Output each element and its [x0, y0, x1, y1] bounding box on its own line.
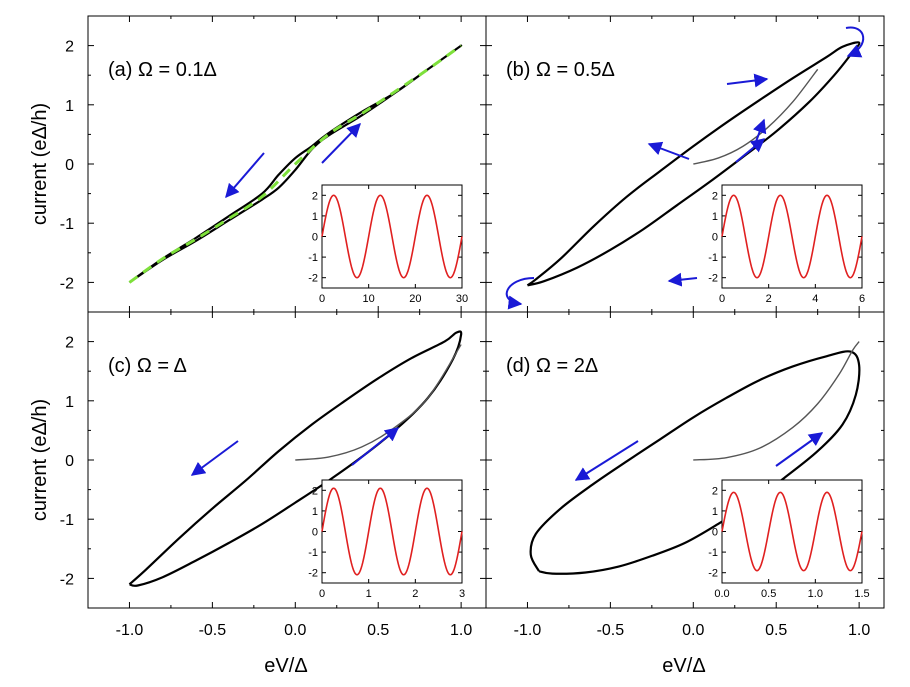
xlabel-right: eV/Δ [662, 655, 705, 677]
direction-arrow [735, 138, 766, 163]
ytick-label: 0 [65, 157, 74, 174]
xtick-label: -0.5 [597, 622, 625, 639]
xtick-label: 0.5 [367, 622, 389, 639]
ylabel-bottom: current (eΔ/h) [29, 399, 51, 521]
inset-xtick-label: 6 [859, 293, 865, 305]
inset-xtick-label: 30 [456, 293, 468, 305]
direction-arrow [190, 440, 239, 476]
inset-ytick-label: -1 [308, 252, 318, 264]
series-hysteresis-loop [526, 41, 861, 287]
direction-arrow [775, 432, 824, 467]
inset-ytick-label: -1 [708, 252, 718, 264]
series-initial-transient [693, 68, 819, 165]
series-hysteresis-loop [529, 350, 861, 575]
direction-arrow [574, 440, 639, 481]
inset-xtick-label: 3 [459, 588, 465, 600]
curl-arrow-bottom [505, 277, 535, 310]
inset-drive-voltage [321, 194, 463, 279]
xtick-label: -1.0 [514, 622, 542, 639]
xtick-label: -0.5 [199, 622, 227, 639]
inset-ytick-label: 2 [712, 485, 718, 497]
inset-ytick-label: 2 [312, 485, 318, 497]
inset-ytick-label: 2 [312, 190, 318, 202]
panel-d: -1.0 -0.5 0.0 0.5 1.0 (d) Ω = 2Δ -2 -1 0 1 2 0.0 0.5… [485, 311, 885, 639]
panel-c: -2 -1 0 1 2 -1.0 -0.5 0.0 0.5 1.0 (c) Ω = Δ -2 -1 0 1 2… [60, 311, 487, 639]
xtick-label: 0.0 [682, 622, 704, 639]
inset-xtick-label: 0.0 [714, 588, 729, 600]
direction-arrow [667, 272, 698, 287]
inset-ytick-label: 0 [312, 232, 318, 244]
curl-arrow-top [845, 26, 865, 58]
inset-ytick-label: -1 [308, 547, 318, 559]
inset-ytick-label: -1 [708, 547, 718, 559]
panel-title: (b) Ω = 0.5Δ [506, 59, 615, 81]
inset-ytick-label: 1 [312, 506, 318, 518]
inset-xtick-label: 4 [812, 293, 818, 305]
inset-ytick-label: -2 [708, 273, 718, 285]
xtick-label: 1.0 [450, 622, 472, 639]
inset-xtick-label: 0.5 [761, 588, 776, 600]
panel-title: (d) Ω = 2Δ [506, 355, 598, 377]
inset-drive-voltage [321, 487, 463, 576]
inset-ytick-label: -2 [308, 568, 318, 580]
inset-xtick-label: 0 [719, 293, 725, 305]
ytick-label: 1 [65, 98, 74, 115]
xtick-label: 0.0 [284, 622, 306, 639]
panel-title: (c) Ω = Δ [108, 355, 187, 377]
xtick-label: 1.0 [848, 622, 870, 639]
series-adiabatic-dashed [128, 44, 463, 284]
ytick-label: -2 [60, 571, 74, 588]
inset-xtick-label: 1.0 [808, 588, 823, 600]
inset-ytick-label: 0 [712, 232, 718, 244]
ytick-label: 0 [65, 453, 74, 470]
panel-b: (b) Ω = 0.5Δ -2 -1 0 1 2 0 2 4 6 [485, 15, 885, 313]
ytick-label: 2 [65, 39, 74, 56]
direction-arrow [753, 118, 767, 148]
inset-c: -2 -1 0 1 2 0 1 2 3 [308, 479, 465, 600]
ytick-label: -2 [60, 275, 74, 292]
xtick-label: -1.0 [116, 622, 144, 639]
inset-ytick-label: -2 [708, 568, 718, 580]
inset-drive-voltage [721, 491, 863, 572]
inset-xtick-label: 0 [319, 293, 325, 305]
inset-ytick-label: 2 [712, 190, 718, 202]
ytick-label: 2 [65, 335, 74, 352]
xlabel-left: eV/Δ [264, 655, 307, 677]
series-hysteresis-loop [128, 44, 463, 284]
inset-drive-voltage [721, 194, 863, 279]
inset-ytick-label: 1 [712, 211, 718, 223]
inset-ytick-label: 1 [712, 506, 718, 518]
inset-d: -2 -1 0 1 2 0.0 0.5 1.0 1.5 [708, 479, 870, 600]
ytick-label: 1 [65, 394, 74, 411]
ylabel-top: current (eΔ/h) [29, 103, 51, 225]
inset-xtick-label: 10 [363, 293, 375, 305]
inset-ytick-label: 1 [312, 211, 318, 223]
panel-title: (a) Ω = 0.1Δ [108, 59, 217, 81]
direction-arrow [225, 152, 265, 199]
inset-xtick-label: 0 [319, 588, 325, 600]
direction-arrow [351, 427, 400, 466]
inset-ytick-label: 0 [312, 527, 318, 539]
ytick-label: -1 [60, 512, 74, 529]
inset-xtick-label: 20 [409, 293, 421, 305]
series-hysteresis-loop [128, 330, 463, 587]
inset-xtick-label: 1.5 [854, 588, 869, 600]
ytick-label: -1 [60, 216, 74, 233]
inset-xtick-label: 2 [412, 588, 418, 600]
inset-xtick-label: 2 [766, 293, 772, 305]
inset-xtick-label: 1 [366, 588, 372, 600]
direction-arrow [321, 122, 361, 164]
inset-b: -2 -1 0 1 2 0 2 4 6 [708, 184, 865, 305]
xtick-label: 0.5 [765, 622, 787, 639]
direction-arrow [647, 141, 690, 160]
series-initial-transient [295, 344, 462, 461]
inset-ytick-label: -2 [308, 273, 318, 285]
series-initial-transient [693, 341, 860, 461]
inset-ytick-label: 0 [712, 527, 718, 539]
direction-arrow [726, 73, 769, 88]
